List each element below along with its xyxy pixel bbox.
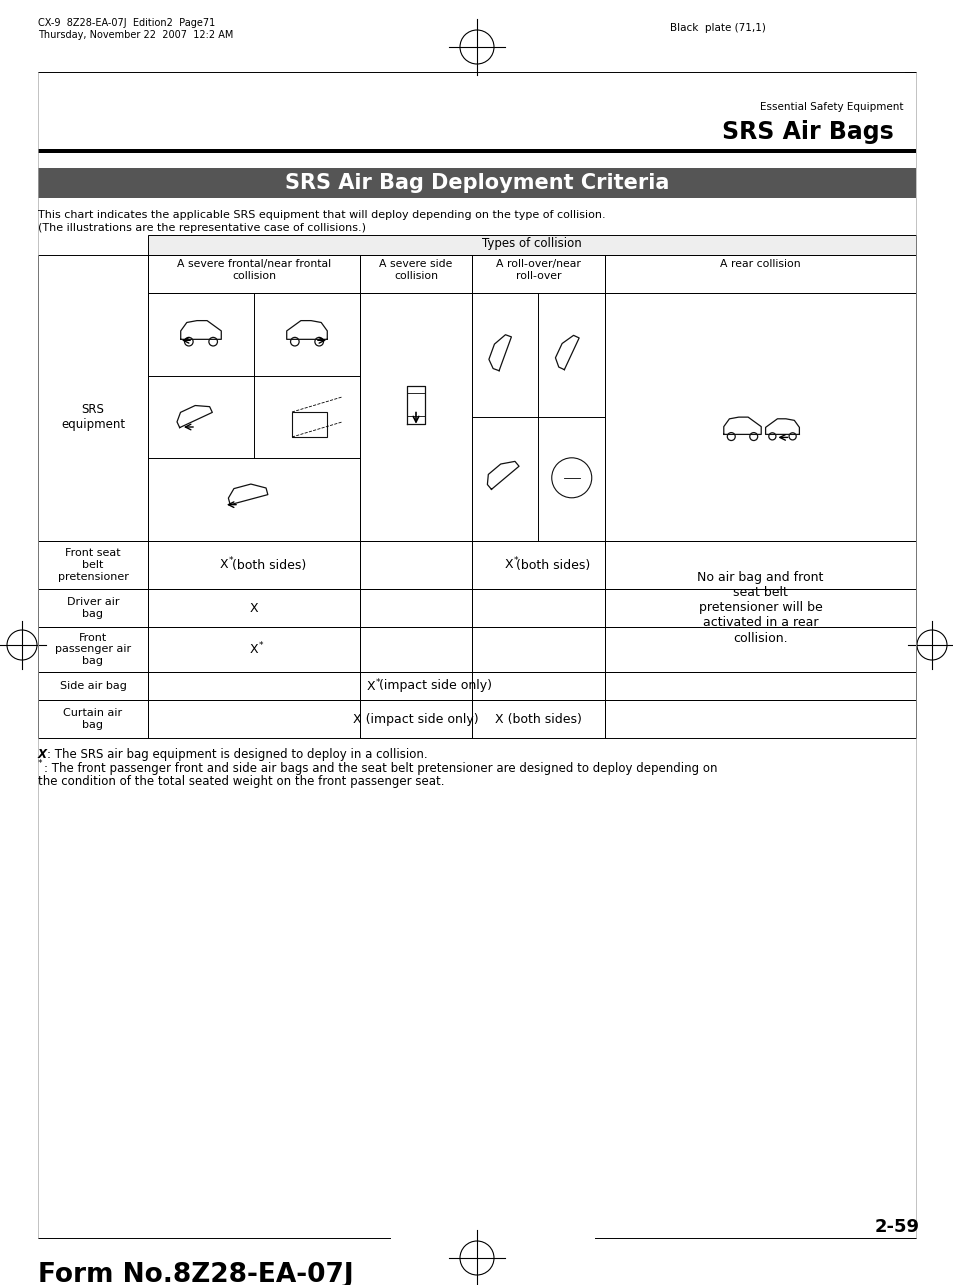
- Text: Driver air
bag: Driver air bag: [67, 598, 119, 619]
- Bar: [38, 672, 148, 700]
- Bar: [359, 672, 472, 700]
- Bar: [148, 254, 359, 293]
- Text: No air bag and front
seat belt
pretensioner will be
activated in a rear
collisio: No air bag and front seat belt pretensio…: [697, 572, 822, 645]
- Bar: [604, 293, 915, 541]
- Text: X (impact side only): X (impact side only): [353, 712, 478, 726]
- Bar: [148, 672, 359, 700]
- Bar: [604, 700, 915, 738]
- Text: Side air bag: Side air bag: [59, 681, 127, 691]
- Text: Curtain air
bag: Curtain air bag: [63, 708, 122, 730]
- Text: A rear collision: A rear collision: [720, 260, 800, 269]
- Bar: [359, 627, 472, 672]
- Text: X: X: [38, 748, 47, 761]
- Bar: [148, 293, 359, 541]
- Text: SRS
equipment: SRS equipment: [61, 403, 125, 430]
- Bar: [604, 589, 915, 627]
- Text: Form No.8Z28-EA-07J: Form No.8Z28-EA-07J: [38, 1262, 354, 1285]
- Text: Essential Safety Equipment: Essential Safety Equipment: [760, 102, 902, 112]
- Text: *: *: [258, 641, 263, 650]
- Text: (impact side only): (impact side only): [378, 680, 492, 693]
- Text: SRS Air Bag Deployment Criteria: SRS Air Bag Deployment Criteria: [285, 173, 668, 193]
- Bar: [38, 168, 915, 198]
- Text: A roll-over/near
roll-over: A roll-over/near roll-over: [496, 260, 580, 280]
- Text: : The SRS air bag equipment is designed to deploy in a collision.: : The SRS air bag equipment is designed …: [47, 748, 427, 761]
- Bar: [472, 672, 604, 700]
- Text: A severe frontal/near frontal
collision: A severe frontal/near frontal collision: [176, 260, 331, 280]
- Text: *: *: [513, 556, 517, 565]
- Bar: [359, 293, 472, 541]
- Bar: [359, 700, 472, 738]
- Text: *: *: [229, 556, 233, 565]
- Text: X: X: [503, 559, 513, 572]
- Text: Thursday, November 22  2007  12:2 AM: Thursday, November 22 2007 12:2 AM: [38, 30, 233, 40]
- Bar: [38, 700, 148, 738]
- Bar: [148, 589, 359, 627]
- Text: (both sides): (both sides): [516, 559, 590, 572]
- Text: Types of collision: Types of collision: [481, 236, 581, 251]
- Text: CX-9  8Z28-EA-07J  Edition2  Page71: CX-9 8Z28-EA-07J Edition2 Page71: [38, 18, 215, 28]
- Text: Black  plate (71,1): Black plate (71,1): [669, 23, 765, 33]
- Text: Front
passenger air
bag: Front passenger air bag: [55, 634, 131, 666]
- Text: (The illustrations are the representative case of collisions.): (The illustrations are the representativ…: [38, 224, 366, 233]
- Bar: [148, 627, 359, 672]
- Bar: [359, 254, 472, 293]
- Text: (both sides): (both sides): [232, 559, 306, 572]
- Text: X (both sides): X (both sides): [495, 712, 581, 726]
- Text: the condition of the total seated weight on the front passenger seat.: the condition of the total seated weight…: [38, 775, 444, 788]
- Bar: [148, 541, 359, 589]
- Bar: [472, 589, 604, 627]
- Bar: [472, 254, 604, 293]
- Bar: [472, 541, 604, 589]
- Text: X: X: [366, 680, 375, 693]
- Bar: [38, 627, 148, 672]
- Bar: [472, 700, 604, 738]
- Text: X: X: [250, 642, 258, 657]
- Bar: [38, 589, 148, 627]
- Text: : The front passenger front and side air bags and the seat belt pretensioner are: : The front passenger front and side air…: [44, 762, 717, 775]
- Bar: [604, 254, 915, 293]
- Text: *: *: [38, 759, 43, 768]
- Text: SRS Air Bags: SRS Air Bags: [721, 120, 893, 144]
- Text: X: X: [219, 559, 228, 572]
- Text: Front seat
belt
pretensioner: Front seat belt pretensioner: [57, 549, 129, 582]
- Bar: [359, 541, 472, 589]
- Text: A severe side
collision: A severe side collision: [379, 260, 453, 280]
- Bar: [604, 672, 915, 700]
- Text: X: X: [250, 601, 258, 614]
- Text: 2-59: 2-59: [874, 1218, 919, 1236]
- Bar: [359, 589, 472, 627]
- Bar: [604, 541, 915, 589]
- Text: This chart indicates the applicable SRS equipment that will deploy depending on : This chart indicates the applicable SRS …: [38, 209, 605, 220]
- Bar: [38, 541, 148, 589]
- Bar: [472, 627, 604, 672]
- Bar: [38, 149, 915, 153]
- Bar: [148, 235, 915, 254]
- Text: *: *: [375, 677, 380, 686]
- Bar: [472, 293, 604, 541]
- Bar: [604, 627, 915, 672]
- Bar: [38, 254, 148, 541]
- Bar: [148, 700, 359, 738]
